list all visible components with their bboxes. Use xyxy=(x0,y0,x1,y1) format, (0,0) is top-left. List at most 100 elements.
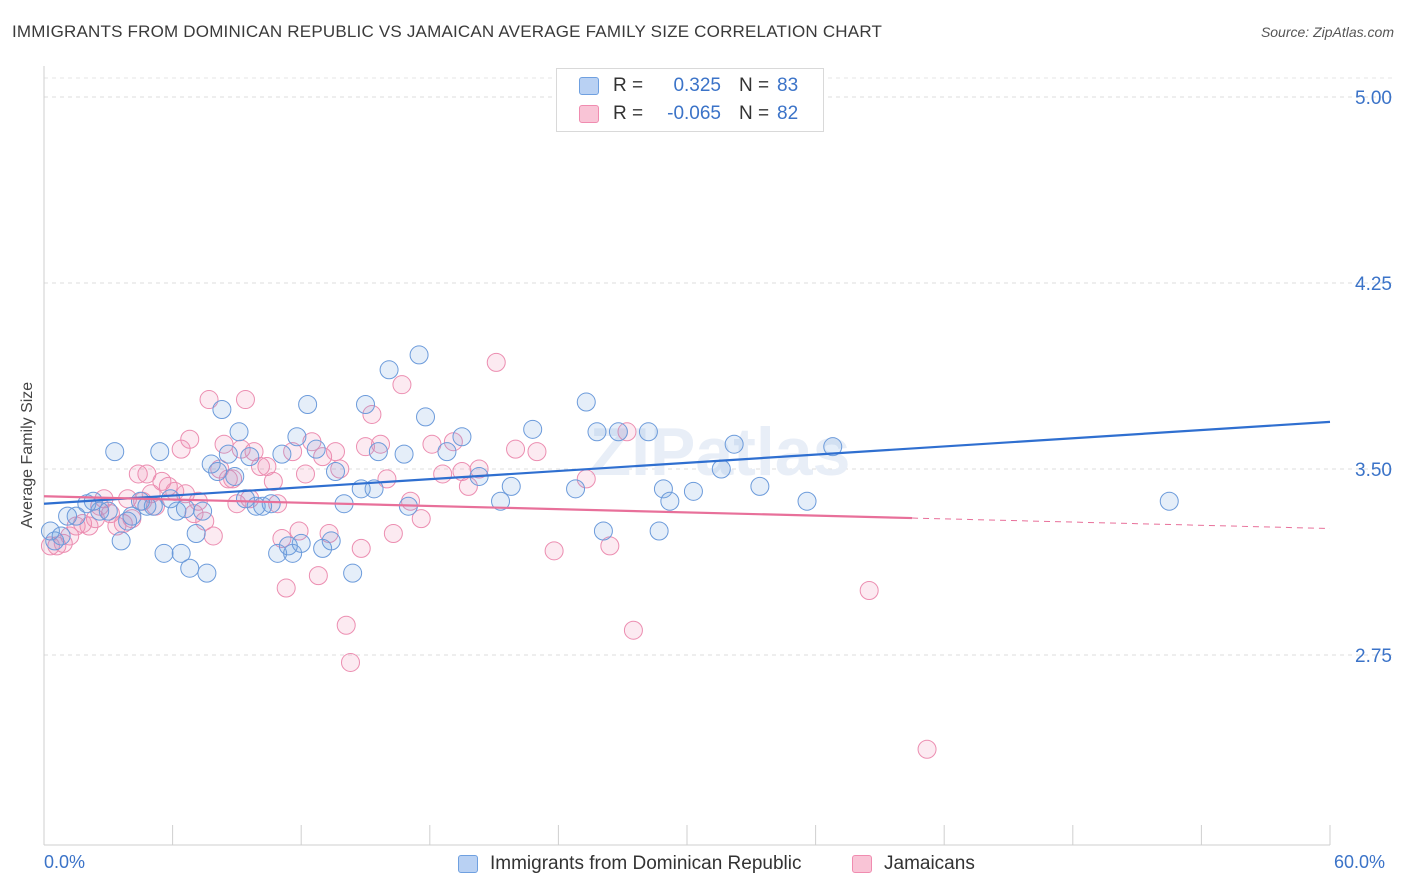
jamaicans-point xyxy=(392,375,412,395)
legend-item-dominican: Immigrants from Dominican Republic xyxy=(458,851,802,877)
dominican-point xyxy=(193,501,213,521)
jamaicans-point xyxy=(289,521,309,541)
dominican-point xyxy=(750,476,770,496)
grid-lines xyxy=(44,77,1392,656)
dominican-point xyxy=(45,531,65,551)
dominican-point xyxy=(298,395,318,415)
source-credit: Source: ZipAtlas.com xyxy=(1260,24,1394,40)
dominican-point xyxy=(111,531,131,551)
r-value: 0.325 xyxy=(673,75,721,96)
jamaicans-trend-extension xyxy=(912,517,1331,530)
dominican-point xyxy=(452,427,472,447)
y-tick-label: 3.50 xyxy=(1355,460,1392,481)
dominican-point xyxy=(501,476,521,496)
dominican-point xyxy=(593,521,613,541)
jamaicans-point xyxy=(362,404,382,424)
jamaicans-point xyxy=(351,538,371,558)
y-tick-labels: 2.75 3.50 4.25 5.00 xyxy=(1355,88,1392,667)
jamaicans-point xyxy=(356,437,375,457)
axes xyxy=(43,66,1331,846)
dominican-point xyxy=(321,531,341,551)
dominican-point xyxy=(566,479,586,499)
dominican-point xyxy=(40,521,60,541)
y-tick-label: 2.75 xyxy=(1355,646,1392,667)
dominican-point xyxy=(523,419,543,439)
dominican-point xyxy=(638,422,658,442)
jamaicans-point xyxy=(199,390,219,410)
dominican-point xyxy=(394,444,414,464)
dominican-point xyxy=(306,439,326,459)
dominican-point xyxy=(218,444,238,464)
jamaicans-point xyxy=(411,509,431,529)
jamaicans-point xyxy=(272,528,292,548)
jamaicans-point xyxy=(223,469,243,489)
jamaicans-point xyxy=(152,471,172,491)
dominican-point xyxy=(229,422,249,442)
dominican-point xyxy=(235,489,255,509)
dominican-point xyxy=(291,533,311,553)
jamaicans-point xyxy=(859,581,879,601)
n-label: N = xyxy=(739,103,770,124)
jamaicans-point xyxy=(79,516,99,536)
jamaicans-point xyxy=(486,352,506,372)
n-label: N = xyxy=(739,75,770,96)
dominican-point xyxy=(660,491,680,511)
dominican-point xyxy=(287,427,307,447)
dominican-point xyxy=(175,499,195,519)
dominican-point xyxy=(212,399,232,419)
blue-swatch-icon xyxy=(579,77,599,95)
jamaicans-point xyxy=(336,615,356,635)
dominican-point xyxy=(364,479,384,499)
dominican-point xyxy=(491,491,511,511)
n-value: 82 xyxy=(777,103,799,124)
dominican-point xyxy=(122,506,142,526)
dominican-trend-line xyxy=(43,420,1331,505)
pink-swatch-icon xyxy=(579,105,599,123)
jamaicans-point xyxy=(235,390,255,410)
dominican-point xyxy=(368,442,388,462)
jamaicans-point xyxy=(623,620,643,640)
legend-label-jamaicans: Jamaicans xyxy=(884,853,975,874)
y-tick-label: 4.25 xyxy=(1355,274,1392,295)
jamaicans-point xyxy=(250,457,270,477)
dominican-point xyxy=(587,422,607,442)
jamaicans-point xyxy=(433,464,453,484)
jamaicans-point xyxy=(214,434,234,454)
jamaicans-point xyxy=(506,439,526,459)
jamaicans-point xyxy=(137,464,157,484)
n-value: 83 xyxy=(777,75,799,96)
jamaicans-point xyxy=(340,652,360,672)
watermark: ZIPatlas xyxy=(590,414,851,490)
legend-row-blue: R = 0.325 N = 83 xyxy=(579,73,798,99)
dominican-points xyxy=(40,345,1179,583)
chart-title: IMMIGRANTS FROM DOMINICAN REPUBLIC VS JA… xyxy=(12,22,883,41)
dominican-point xyxy=(268,543,288,563)
legend-label-dominican: Immigrants from Dominican Republic xyxy=(490,853,802,874)
jamaicans-point xyxy=(371,434,391,454)
blue-swatch-icon xyxy=(458,855,478,873)
x-tick-max: 60.0% xyxy=(1334,852,1386,872)
jamaicans-point xyxy=(203,526,223,546)
legend-item-jamaicans: Jamaicans xyxy=(852,851,975,877)
pink-swatch-icon xyxy=(852,855,872,873)
dominican-point xyxy=(437,442,457,462)
dominican-point xyxy=(649,521,669,541)
dominican-point xyxy=(797,491,817,511)
jamaicans-point xyxy=(308,566,328,586)
dominican-point xyxy=(325,461,345,481)
jamaicans-point xyxy=(544,541,564,561)
dominican-point xyxy=(154,543,174,563)
r-value: -0.065 xyxy=(667,103,721,124)
dominican-point xyxy=(416,407,436,427)
trend-lines xyxy=(43,420,1331,530)
dominican-point xyxy=(98,501,118,521)
dominican-point xyxy=(240,447,260,467)
dominican-point xyxy=(724,434,744,454)
jamaicans-point xyxy=(180,429,200,449)
dominican-point xyxy=(225,466,245,486)
jamaicans-point xyxy=(268,494,288,514)
stats-legend: R = 0.325 N = 83 R = -0.065 N = 82 xyxy=(556,68,824,132)
jamaicans-point xyxy=(383,523,403,543)
jamaicans-point xyxy=(295,464,315,484)
